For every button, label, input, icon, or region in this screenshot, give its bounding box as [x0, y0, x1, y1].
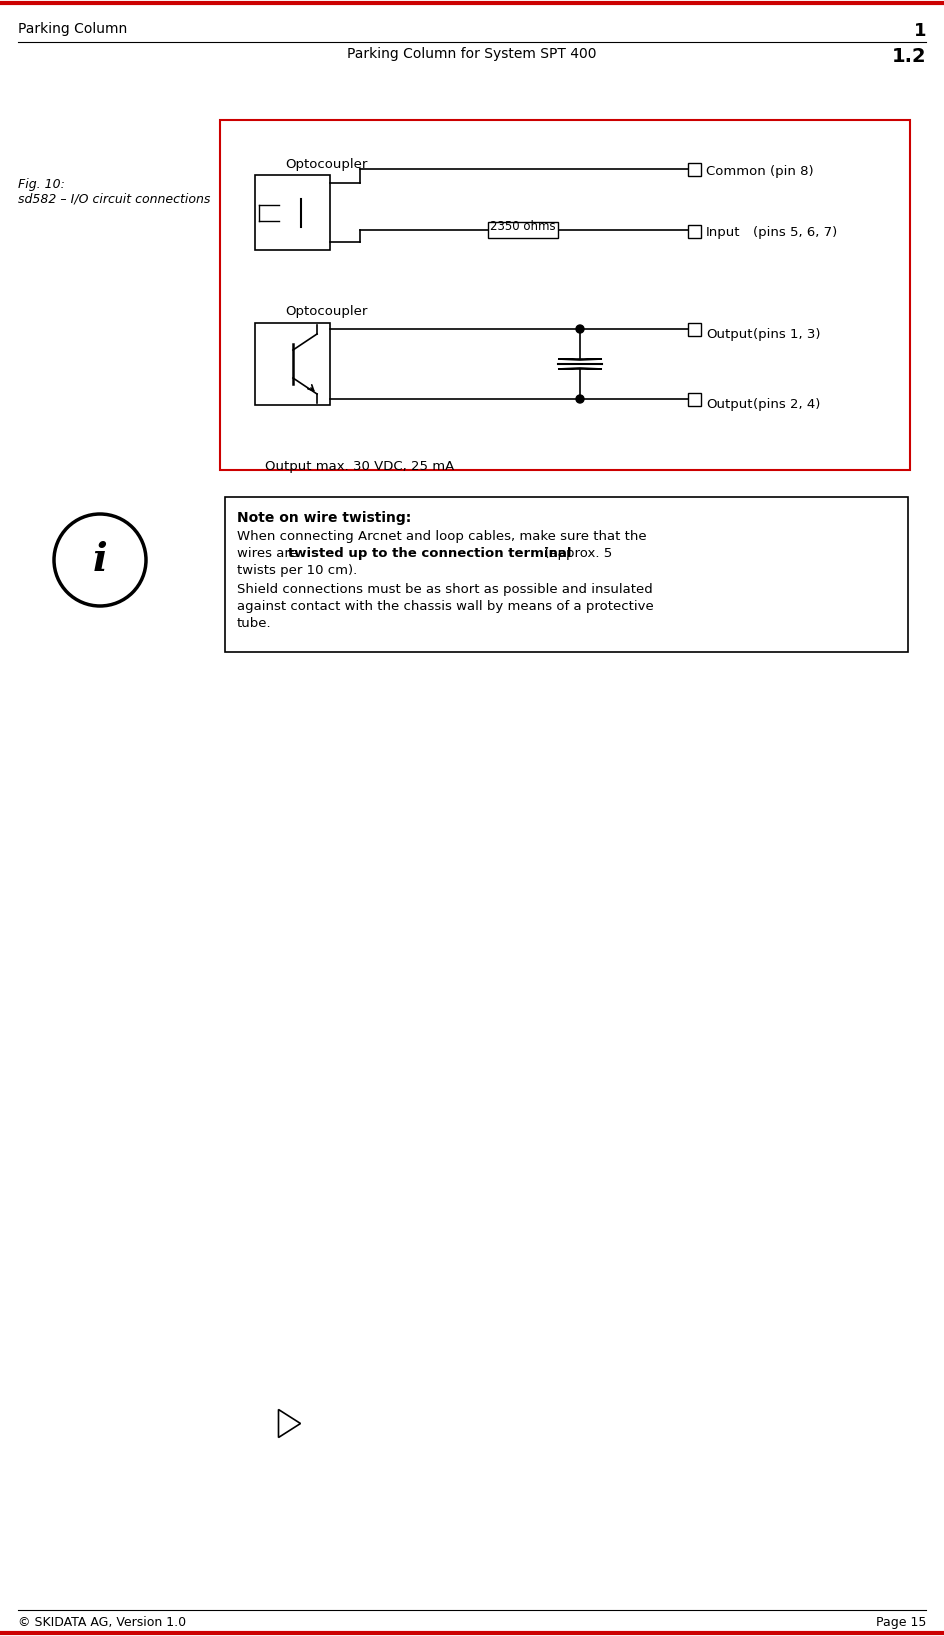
Text: i: i — [93, 542, 108, 579]
Text: (pins 5, 6, 7): (pins 5, 6, 7) — [753, 226, 837, 239]
Text: (approx. 5: (approx. 5 — [540, 546, 613, 560]
Text: Page 15: Page 15 — [876, 1616, 926, 1629]
Text: Parking Column for System SPT 400: Parking Column for System SPT 400 — [347, 47, 597, 61]
Text: Fig. 10:: Fig. 10: — [18, 178, 65, 191]
Text: twisted up to the connection terminal: twisted up to the connection terminal — [288, 546, 571, 560]
Circle shape — [54, 514, 146, 605]
Text: Output: Output — [706, 327, 752, 340]
Text: wires are: wires are — [237, 546, 302, 560]
Text: Output: Output — [706, 398, 752, 411]
Text: Note on wire twisting:: Note on wire twisting: — [237, 510, 412, 525]
Text: Parking Column: Parking Column — [18, 21, 127, 36]
Bar — [255, 322, 330, 406]
Bar — [220, 119, 910, 470]
Text: 1.2: 1.2 — [891, 47, 926, 65]
Text: tube.: tube. — [237, 617, 272, 630]
Text: against contact with the chassis wall by means of a protective: against contact with the chassis wall by… — [237, 600, 654, 614]
Bar — [688, 393, 701, 406]
Text: Output max. 30 VDC, 25 mA: Output max. 30 VDC, 25 mA — [265, 460, 454, 473]
Text: 2350 ohms: 2350 ohms — [490, 219, 556, 232]
Bar — [225, 497, 908, 653]
Text: Optocoupler: Optocoupler — [285, 304, 367, 317]
Circle shape — [576, 326, 584, 334]
Bar — [688, 322, 701, 335]
Circle shape — [576, 394, 584, 402]
Bar — [688, 162, 701, 175]
Text: twists per 10 cm).: twists per 10 cm). — [237, 564, 357, 578]
Text: Shield connections must be as short as possible and insulated: Shield connections must be as short as p… — [237, 582, 652, 596]
Text: (pins 1, 3): (pins 1, 3) — [753, 327, 820, 340]
Text: sd582 – I/O circuit connections: sd582 – I/O circuit connections — [18, 193, 211, 206]
Text: Common (pin 8): Common (pin 8) — [706, 165, 814, 178]
Text: (pins 2, 4): (pins 2, 4) — [753, 398, 820, 411]
Text: 1: 1 — [914, 21, 926, 39]
Bar — [255, 175, 330, 250]
Bar — [488, 222, 558, 237]
Text: Optocoupler: Optocoupler — [285, 159, 367, 172]
Text: Input: Input — [706, 226, 740, 239]
Text: © SKIDATA AG, Version 1.0: © SKIDATA AG, Version 1.0 — [18, 1616, 186, 1629]
Text: When connecting Arcnet and loop cables, make sure that the: When connecting Arcnet and loop cables, … — [237, 530, 647, 543]
Bar — [688, 226, 701, 237]
